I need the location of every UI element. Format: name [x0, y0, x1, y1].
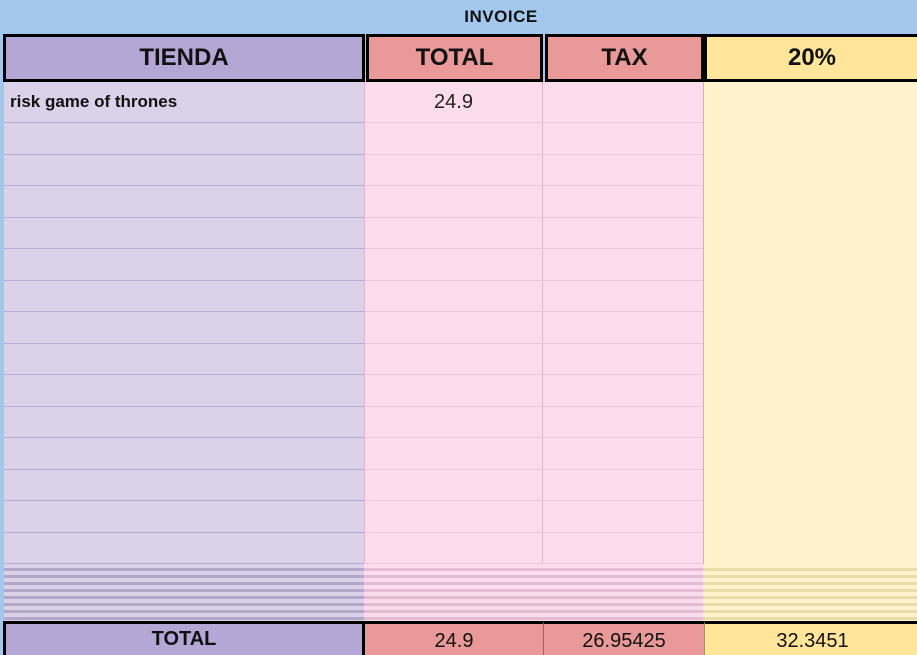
table-row	[0, 343, 917, 375]
cell-total[interactable]	[364, 217, 542, 249]
cell-tienda[interactable]	[4, 406, 364, 438]
cell-pct[interactable]	[703, 217, 917, 249]
table-row	[0, 217, 917, 249]
table-row	[0, 438, 917, 470]
cell-pct[interactable]	[703, 82, 917, 123]
cell-total[interactable]	[364, 532, 542, 564]
table-row: risk game of thrones 24.9	[0, 82, 917, 123]
cell-total[interactable]	[364, 406, 542, 438]
cell-tax[interactable]	[542, 375, 703, 407]
footer-total-value[interactable]: 24.9	[365, 621, 543, 655]
table-row	[0, 280, 917, 312]
cell-total[interactable]	[364, 501, 542, 533]
cell-total[interactable]	[364, 249, 542, 281]
cell-total[interactable]	[364, 343, 542, 375]
cell-pct[interactable]	[703, 186, 917, 218]
cell-pct[interactable]	[703, 312, 917, 344]
cell-total[interactable]	[364, 375, 542, 407]
footer-row: TOTAL 24.9 26.95425 32.3451	[0, 621, 917, 655]
cell-tax[interactable]	[542, 123, 703, 155]
cell-tienda[interactable]	[4, 249, 364, 281]
collapsed-col-tax	[542, 564, 703, 621]
cell-tienda[interactable]	[4, 186, 364, 218]
table-row	[0, 501, 917, 533]
table-row	[0, 312, 917, 344]
collapsed-col-pct	[703, 564, 917, 621]
cell-total[interactable]	[364, 154, 542, 186]
header-tax[interactable]: TAX	[545, 34, 704, 82]
cell-tax[interactable]	[542, 343, 703, 375]
cell-pct[interactable]	[703, 501, 917, 533]
cell-tax[interactable]	[542, 249, 703, 281]
cell-tienda[interactable]	[4, 469, 364, 501]
table-row	[0, 469, 917, 501]
cell-tienda[interactable]	[4, 312, 364, 344]
cell-total[interactable]	[364, 469, 542, 501]
cell-tienda[interactable]	[4, 438, 364, 470]
cell-pct[interactable]	[703, 280, 917, 312]
cell-tax[interactable]	[542, 82, 703, 123]
cell-total[interactable]	[364, 438, 542, 470]
cell-pct[interactable]	[703, 154, 917, 186]
header-total[interactable]: TOTAL	[366, 34, 543, 82]
header-tienda[interactable]: TIENDA	[3, 34, 365, 82]
footer-total-label[interactable]: TOTAL	[3, 621, 365, 655]
cell-tax[interactable]	[542, 501, 703, 533]
cell-tax[interactable]	[542, 469, 703, 501]
table-row	[0, 249, 917, 281]
cell-pct[interactable]	[703, 343, 917, 375]
cell-tax[interactable]	[542, 406, 703, 438]
cell-tienda[interactable]	[4, 501, 364, 533]
cell-tienda[interactable]	[4, 123, 364, 155]
cell-pct[interactable]	[703, 249, 917, 281]
sheet-title: INVOICE	[464, 7, 538, 26]
cell-pct[interactable]	[703, 375, 917, 407]
cell-tax[interactable]	[542, 438, 703, 470]
cell-tienda[interactable]	[4, 532, 364, 564]
collapsed-rows	[0, 564, 917, 621]
cell-tienda[interactable]	[4, 154, 364, 186]
cell-tienda[interactable]	[4, 343, 364, 375]
cell-tax[interactable]	[542, 217, 703, 249]
cell-tax[interactable]	[542, 532, 703, 564]
cell-tienda[interactable]	[4, 217, 364, 249]
header-pct[interactable]: 20%	[704, 34, 917, 82]
collapsed-col-total	[364, 564, 542, 621]
cell-total[interactable]: 24.9	[364, 82, 542, 123]
cell-pct[interactable]	[703, 532, 917, 564]
footer-pct-value[interactable]: 32.3451	[704, 621, 917, 655]
cell-pct[interactable]	[703, 469, 917, 501]
table-row	[0, 154, 917, 186]
table-row	[0, 375, 917, 407]
table-row	[0, 532, 917, 564]
cell-total[interactable]	[364, 312, 542, 344]
cell-tax[interactable]	[542, 154, 703, 186]
cell-tienda[interactable]: risk game of thrones	[4, 82, 364, 123]
table-row	[0, 406, 917, 438]
table-row	[0, 186, 917, 218]
cell-tienda[interactable]	[4, 375, 364, 407]
footer-tax-value[interactable]: 26.95425	[543, 621, 704, 655]
header-row: TIENDA TOTAL TAX 20%	[0, 34, 917, 82]
cell-tienda[interactable]	[4, 280, 364, 312]
cell-tax[interactable]	[542, 186, 703, 218]
cell-total[interactable]	[364, 280, 542, 312]
cell-total[interactable]	[364, 123, 542, 155]
cell-pct[interactable]	[703, 438, 917, 470]
collapsed-col-tienda	[4, 564, 364, 621]
cell-pct[interactable]	[703, 123, 917, 155]
table-row	[0, 123, 917, 155]
cell-total[interactable]	[364, 186, 542, 218]
cell-tax[interactable]	[542, 280, 703, 312]
cell-pct[interactable]	[703, 406, 917, 438]
table-body: risk game of thrones 24.9	[0, 82, 917, 564]
cell-tax[interactable]	[542, 312, 703, 344]
